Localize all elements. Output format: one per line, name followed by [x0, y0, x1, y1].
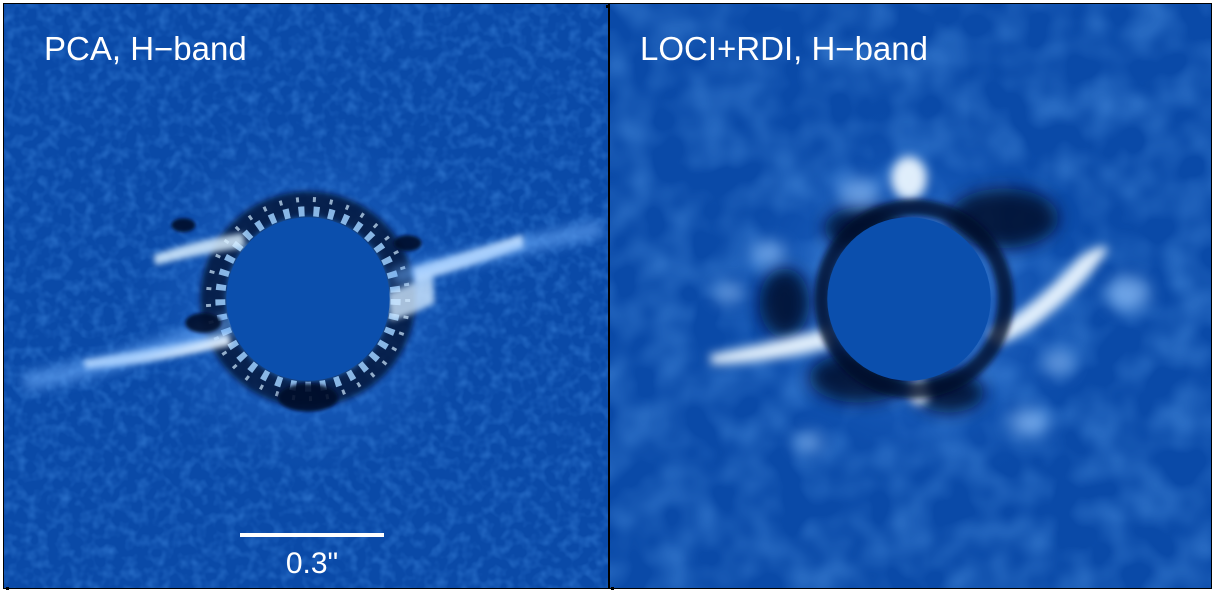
panel-title-pca: PCA, H−band [44, 30, 247, 67]
pca-image [4, 4, 608, 588]
corner-marker [6, 587, 9, 590]
pca-image-panel: PCA, H−band 0.3" [3, 3, 609, 589]
scale-bar-label: 0.3" [285, 547, 339, 580]
scale-bar [240, 533, 384, 537]
loci-rdi-image [610, 4, 1211, 588]
loci-rdi-image-panel: LOCI+RDI, H−band [609, 3, 1212, 589]
panel-title-loci-rdi: LOCI+RDI, H−band [640, 30, 928, 67]
corner-marker [606, 5, 609, 8]
corner-marker [611, 587, 614, 590]
